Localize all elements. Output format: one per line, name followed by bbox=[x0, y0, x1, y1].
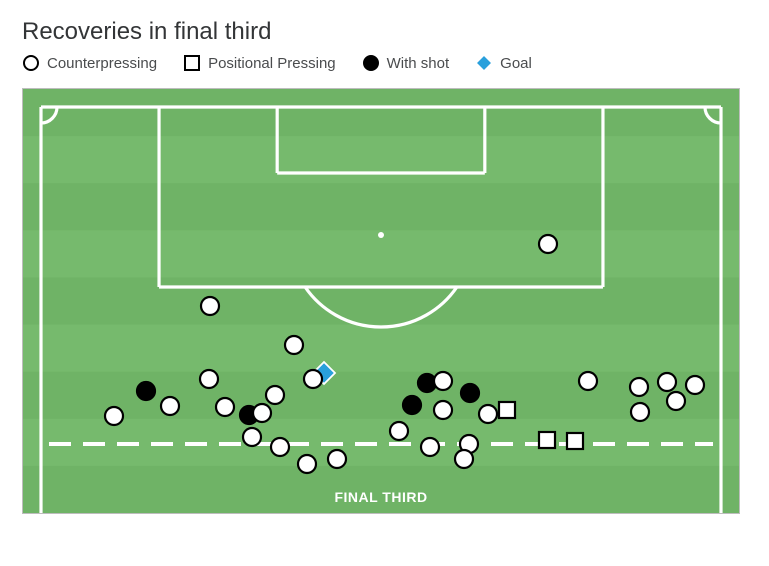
circle-filled-icon bbox=[362, 54, 380, 72]
legend-withshot: With shot bbox=[362, 54, 450, 72]
legend-positional: Positional Pressing bbox=[183, 54, 336, 72]
diamond-icon bbox=[475, 54, 493, 72]
legend-label: With shot bbox=[387, 55, 450, 72]
chart-title: Recoveries in final third bbox=[22, 18, 747, 46]
final-third-label: FINAL THIRD bbox=[334, 489, 427, 505]
circle-open-icon bbox=[22, 54, 40, 72]
legend-label: Counterpressing bbox=[47, 55, 157, 72]
legend-label: Goal bbox=[500, 55, 532, 72]
legend-counterpressing: Counterpressing bbox=[22, 54, 157, 72]
legend: Counterpressing Positional Pressing With… bbox=[22, 54, 747, 72]
legend-goal: Goal bbox=[475, 54, 532, 72]
pitch-chart: FINAL THIRD bbox=[22, 88, 740, 514]
legend-label: Positional Pressing bbox=[208, 55, 336, 72]
square-open-icon bbox=[183, 54, 201, 72]
